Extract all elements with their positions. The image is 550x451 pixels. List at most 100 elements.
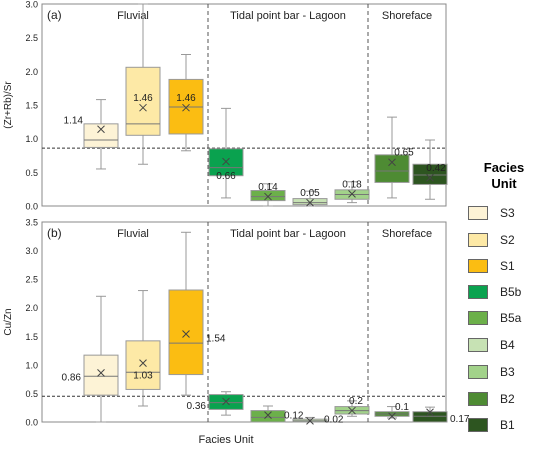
data-label: 0.05	[300, 188, 320, 199]
y-tick-label: 1.0	[25, 360, 38, 370]
section-label: Tidal point bar - Lagoon	[230, 10, 346, 22]
legend-item: B4	[452, 338, 515, 352]
mean-marker	[139, 103, 147, 112]
panel-label: (b)	[47, 226, 62, 240]
box-B1	[412, 163, 448, 185]
legend-swatch	[468, 418, 488, 432]
y-tick-label: 1.5	[25, 332, 38, 342]
legend-label: B4	[500, 338, 515, 352]
mean-marker	[426, 173, 434, 182]
box-S3	[83, 354, 119, 396]
y-tick-label: 2.0	[25, 67, 38, 77]
y-tick-label: 1.5	[25, 101, 38, 111]
legend-swatch	[468, 338, 488, 352]
box-B5a	[250, 190, 286, 202]
legend-label: B5a	[500, 311, 522, 325]
mean-marker	[97, 125, 105, 134]
mean-marker	[222, 157, 230, 166]
section-label: Fluvial	[117, 10, 149, 22]
legend-swatch	[468, 365, 488, 379]
mean-marker	[348, 406, 356, 415]
data-label: 0.2	[349, 396, 363, 407]
box-B2	[374, 154, 410, 183]
legend-swatch	[468, 259, 488, 273]
legend-label: S1	[500, 259, 515, 273]
y-tick-label: 0.5	[25, 389, 38, 399]
legend-label: S2	[500, 233, 515, 247]
y-tick-label: 1.0	[25, 134, 38, 144]
data-label: 1.54	[206, 334, 226, 345]
legend-item: B2	[452, 392, 515, 406]
y-tick-label: 0.5	[25, 168, 38, 178]
box-B4	[292, 198, 328, 206]
mean-marker	[182, 103, 190, 112]
box-B5a	[250, 410, 286, 423]
y-tick-label: 0.0	[25, 418, 38, 428]
legend-item: B5a	[452, 311, 521, 325]
y-tick-label: 3.0	[25, 0, 38, 10]
mean-marker	[306, 417, 314, 425]
legend-swatch	[468, 233, 488, 247]
data-label: 0.1	[395, 402, 409, 413]
mean-marker	[388, 158, 396, 167]
data-label: 0.42	[426, 163, 446, 174]
y-tick-label: 2.0	[25, 303, 38, 313]
data-label: 0.86	[62, 372, 82, 383]
mean-marker	[264, 411, 272, 419]
data-label: 0.17	[450, 414, 470, 425]
data-label: 0.12	[284, 411, 304, 422]
section-label: Fluvial	[117, 228, 149, 240]
legend-label: B1	[500, 418, 515, 432]
data-label: 1.46	[176, 93, 196, 104]
legend-label: B5b	[500, 285, 522, 299]
mean-marker	[182, 330, 190, 338]
legend-label: S3	[500, 206, 515, 220]
box-B1	[412, 411, 448, 423]
data-label: 1.46	[133, 93, 153, 104]
legend-title: Facies Unit	[458, 160, 550, 192]
y-tick-label: 3.0	[25, 246, 38, 256]
plot-frame	[41, 3, 447, 207]
mean-marker	[222, 397, 230, 406]
legend-title-line2: Unit	[491, 176, 517, 191]
panel-label: (a)	[47, 8, 62, 22]
section-label: Shoreface	[382, 228, 432, 240]
legend-swatch	[468, 285, 488, 299]
legend-label: B2	[500, 392, 515, 406]
legend-item: B5b	[452, 285, 521, 299]
data-label: 0.65	[394, 148, 414, 159]
y-tick-label: 3.5	[25, 218, 38, 228]
section-label: Tidal point bar - Lagoon	[230, 228, 346, 240]
legend-swatch	[468, 206, 488, 220]
data-label: 0.36	[187, 401, 207, 412]
box-S3	[83, 123, 119, 148]
box-S1	[168, 289, 204, 376]
plot-frame	[41, 221, 447, 423]
mean-marker	[388, 412, 396, 421]
data-label: 0.14	[258, 182, 278, 193]
section-label: Shoreface	[382, 10, 432, 22]
mean-marker	[348, 190, 356, 198]
y-tick-label: 0.0	[25, 202, 38, 212]
mean-marker	[264, 192, 272, 201]
mean-marker	[139, 359, 147, 367]
mean-marker	[306, 198, 314, 207]
x-axis-label: Facies Unit	[198, 434, 254, 446]
legend-item: B3	[452, 365, 515, 379]
data-label: 1.14	[64, 116, 84, 127]
data-label: 0.02	[324, 414, 344, 425]
data-label: 1.03	[133, 371, 153, 382]
y-tick-label: 2.5	[25, 275, 38, 285]
legend-item: S1	[452, 259, 515, 273]
mean-marker	[426, 408, 434, 417]
data-label: 0.66	[216, 171, 236, 182]
legend-label: B3	[500, 365, 515, 379]
y-axis-label: (Zr+Rb)/Sr	[3, 81, 14, 129]
legend-swatch	[468, 392, 488, 406]
legend-item: S2	[452, 233, 515, 247]
legend-title-line1: Facies	[483, 160, 525, 175]
y-axis-label: Cu/Zn	[3, 308, 14, 335]
mean-marker	[97, 369, 105, 377]
y-tick-label: 2.5	[25, 33, 38, 43]
legend-item: B1	[452, 418, 515, 432]
